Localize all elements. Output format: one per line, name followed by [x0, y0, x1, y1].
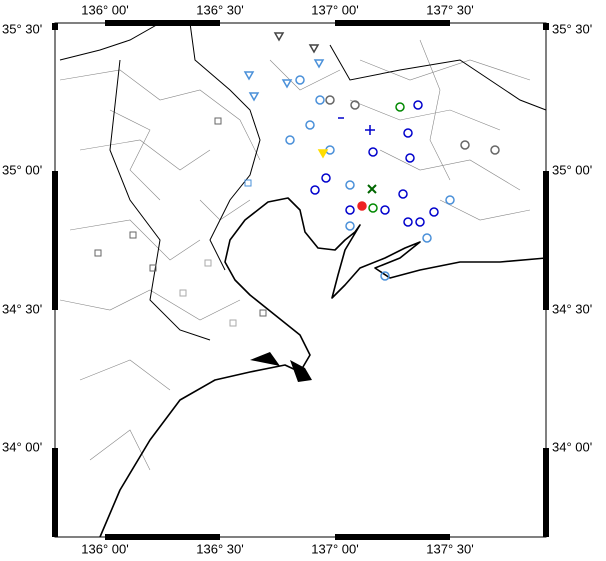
frame-bar: [335, 534, 450, 540]
x-tick-label: 136° 00': [81, 541, 128, 556]
y-tick-label: 34° 30': [2, 301, 42, 316]
frame-bar: [543, 171, 549, 310]
frame-bars: [52, 20, 549, 540]
x-tick-label: 136° 00': [81, 2, 128, 17]
frame-bar: [105, 534, 220, 540]
x-tick-label: 136° 30': [196, 541, 243, 556]
frame-bar: [52, 448, 58, 537]
x-tick-label: 136° 30': [196, 2, 243, 17]
y-tick-label: 35° 30': [2, 21, 42, 36]
admin-boundaries: [59, 22, 547, 471]
coastline: [99, 197, 547, 538]
frame-bar: [105, 20, 220, 26]
y-tick-label: 35° 00': [2, 162, 42, 177]
frame-bar: [52, 171, 58, 310]
y-tick-label: 34° 00': [552, 439, 592, 454]
islands: [250, 352, 312, 382]
x-tick-label: 137° 30': [426, 541, 473, 556]
x-tick-label: 137° 00': [311, 541, 358, 556]
frame-bar: [543, 448, 549, 537]
y-tick-label: 35° 30': [552, 21, 592, 36]
y-tick-label: 34° 00': [2, 439, 42, 454]
frame-bar: [543, 23, 549, 30]
x-tick-label: 137° 30': [426, 2, 473, 17]
frame-bar: [52, 23, 58, 30]
stations: [94, 32, 500, 327]
frame-bar: [335, 20, 450, 26]
y-tick-label: 34° 30': [552, 301, 592, 316]
map-frame: [54, 22, 547, 538]
x-tick-label: 137° 00': [311, 2, 358, 17]
y-tick-label: 35° 00': [552, 162, 592, 177]
